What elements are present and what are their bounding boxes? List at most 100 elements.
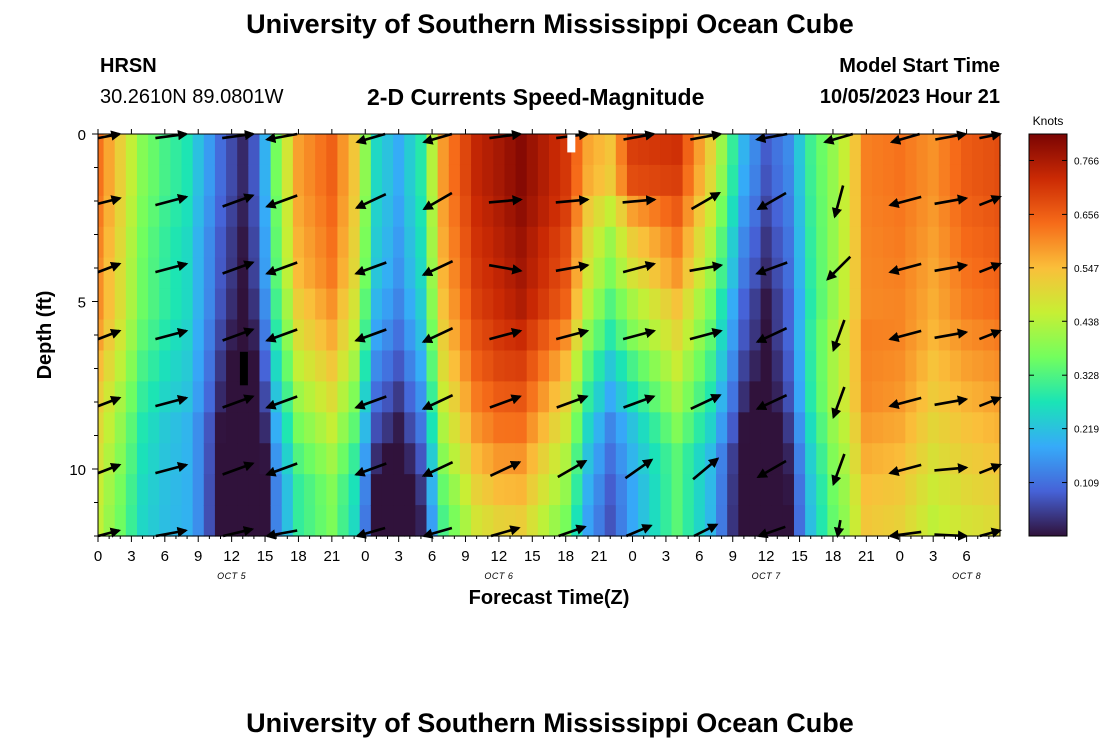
heatmap-cell bbox=[326, 381, 339, 413]
current-vector bbox=[978, 195, 1002, 207]
heatmap-cell bbox=[693, 412, 706, 444]
heatmap-cell bbox=[860, 381, 873, 413]
heatmap-cell bbox=[214, 505, 227, 537]
heatmap-cell bbox=[793, 134, 806, 166]
heatmap-cell bbox=[259, 381, 272, 413]
heatmap-cell bbox=[593, 164, 606, 197]
heatmap-cell bbox=[493, 350, 506, 382]
heatmap-cell bbox=[459, 505, 472, 537]
heatmap-cell bbox=[704, 164, 717, 197]
current-vector bbox=[155, 194, 189, 207]
heatmap-cell bbox=[760, 381, 773, 413]
heatmap-cell bbox=[448, 412, 461, 444]
heatmap-cell bbox=[192, 164, 205, 197]
colorbar-gradient bbox=[1028, 133, 1068, 537]
heatmap-cell bbox=[415, 257, 428, 290]
colorbar-ticks: 0.109 0.219 0.328 0.438 0.547 0.656 0.766 bbox=[1029, 156, 1099, 490]
heatmap-cell bbox=[849, 134, 862, 166]
heatmap-cell bbox=[983, 350, 996, 382]
heatmap-cell bbox=[749, 412, 762, 444]
current-vector bbox=[888, 262, 922, 275]
heatmap-cell bbox=[871, 134, 884, 166]
heatmap-cell bbox=[203, 412, 216, 444]
heatmap-cell bbox=[972, 195, 984, 228]
heatmap-cell bbox=[504, 350, 517, 382]
heatmap-cell bbox=[315, 226, 327, 259]
heatmap-cell bbox=[103, 195, 116, 228]
heatmap-cell bbox=[482, 474, 494, 506]
x-tick-label: 9 bbox=[461, 548, 469, 565]
missing-data-marker bbox=[567, 134, 576, 153]
heatmap-cell bbox=[526, 350, 539, 382]
heatmap-cell bbox=[493, 257, 506, 290]
heatmap-cell bbox=[716, 505, 728, 537]
heatmap-cell bbox=[537, 505, 550, 537]
chart-subtitle: 2-D Currents Speed-Magnitude bbox=[367, 84, 705, 110]
heatmap-cell bbox=[771, 257, 784, 290]
heatmap-cell bbox=[448, 288, 461, 321]
heatmap-cell bbox=[916, 134, 929, 166]
heatmap-cell bbox=[582, 134, 595, 166]
heatmap-cell bbox=[626, 412, 639, 444]
heatmap-cell bbox=[983, 257, 996, 290]
heatmap-cell bbox=[582, 257, 595, 290]
heatmap-cell bbox=[114, 412, 127, 444]
heatmap-cell bbox=[816, 381, 828, 413]
heatmap-cell bbox=[393, 412, 405, 444]
heatmap-cell bbox=[905, 288, 918, 321]
heatmap-cell bbox=[337, 226, 350, 259]
heatmap-cell bbox=[972, 443, 984, 475]
heatmap-cell bbox=[181, 164, 194, 197]
heatmap-cell bbox=[638, 226, 650, 259]
heatmap-cell bbox=[437, 474, 450, 506]
current-vector bbox=[689, 328, 723, 341]
heatmap-cell bbox=[749, 319, 762, 352]
heatmap-cell bbox=[448, 350, 461, 382]
heatmap-cell bbox=[738, 443, 751, 475]
current-vector bbox=[690, 394, 722, 410]
heatmap-cell bbox=[515, 443, 528, 475]
heatmap-cell bbox=[459, 412, 472, 444]
current-vector bbox=[692, 457, 720, 481]
heatmap-cell bbox=[393, 226, 405, 259]
heatmap-cell bbox=[326, 195, 339, 228]
heatmap-cell bbox=[304, 319, 316, 352]
heatmap-cell bbox=[838, 505, 851, 537]
heatmap-cell bbox=[504, 226, 517, 259]
heatmap-cell bbox=[181, 288, 194, 321]
heatmap-cell bbox=[537, 134, 550, 166]
heatmap-cell bbox=[838, 381, 851, 413]
heatmap-cell bbox=[571, 319, 584, 352]
heatmap-cell bbox=[961, 195, 973, 228]
heatmap-cell bbox=[927, 195, 940, 228]
current-vector bbox=[558, 524, 587, 538]
heatmap-cell bbox=[716, 288, 728, 321]
current-vector bbox=[489, 328, 523, 341]
heatmap-cell bbox=[593, 350, 606, 382]
heatmap-cell bbox=[226, 505, 238, 537]
heatmap-cell bbox=[983, 134, 996, 166]
heatmap-cell bbox=[181, 226, 194, 259]
heatmap-cell bbox=[415, 195, 428, 228]
heatmap-cell bbox=[304, 505, 316, 537]
current-vector bbox=[934, 463, 969, 474]
heatmap-cell bbox=[660, 505, 673, 537]
heatmap-cell bbox=[805, 474, 817, 506]
heatmap-cell bbox=[549, 474, 561, 506]
heatmap-cell bbox=[98, 195, 105, 228]
current-vector bbox=[756, 191, 787, 211]
current-vector bbox=[623, 130, 656, 141]
station-coordinates: 30.2610N 89.0801W bbox=[100, 86, 284, 108]
x-tick-label: 6 bbox=[428, 548, 436, 565]
heatmap-cell bbox=[348, 164, 361, 197]
heatmap-cell bbox=[259, 443, 272, 475]
heatmap-cell bbox=[638, 319, 650, 352]
current-vector bbox=[831, 386, 846, 419]
heatmap-cell bbox=[660, 134, 673, 166]
heatmap-cell bbox=[816, 164, 828, 197]
heatmap-cell bbox=[370, 412, 383, 444]
heatmap-cell bbox=[649, 195, 661, 228]
heatmap-cell bbox=[916, 226, 929, 259]
heatmap-cell bbox=[103, 505, 116, 537]
heatmap-cell bbox=[148, 381, 160, 413]
